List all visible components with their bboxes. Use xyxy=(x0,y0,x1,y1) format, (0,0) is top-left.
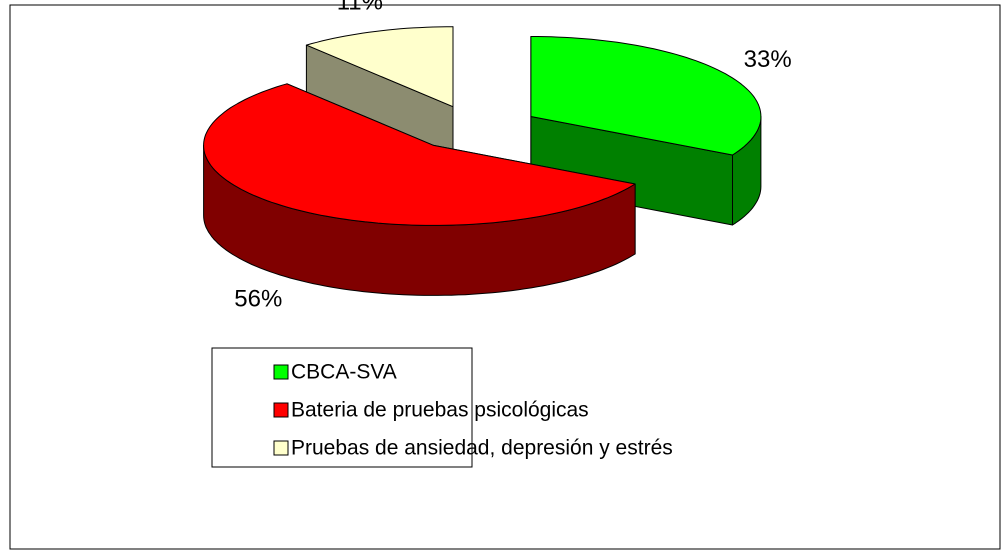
legend: CBCA-SVA Bateria de pruebas psicológicas P… xyxy=(273,361,673,460)
pie xyxy=(203,26,762,296)
legend-label: CBCA-SVA xyxy=(291,361,397,384)
legend-label: Bateria de pruebas psicológicas xyxy=(291,399,589,422)
data-label: 33% xyxy=(744,46,792,73)
slice xyxy=(530,36,762,156)
data-label: 56% xyxy=(234,286,282,313)
legend-label: Pruebas de ansiedad, depresión y estrés xyxy=(291,437,673,460)
legend-box xyxy=(211,347,473,468)
legend-swatch xyxy=(273,440,289,456)
slice xyxy=(203,83,636,226)
slice xyxy=(305,26,454,108)
data-label: 11% xyxy=(337,0,383,16)
legend-swatch xyxy=(273,402,289,418)
legend-swatch xyxy=(273,364,289,380)
